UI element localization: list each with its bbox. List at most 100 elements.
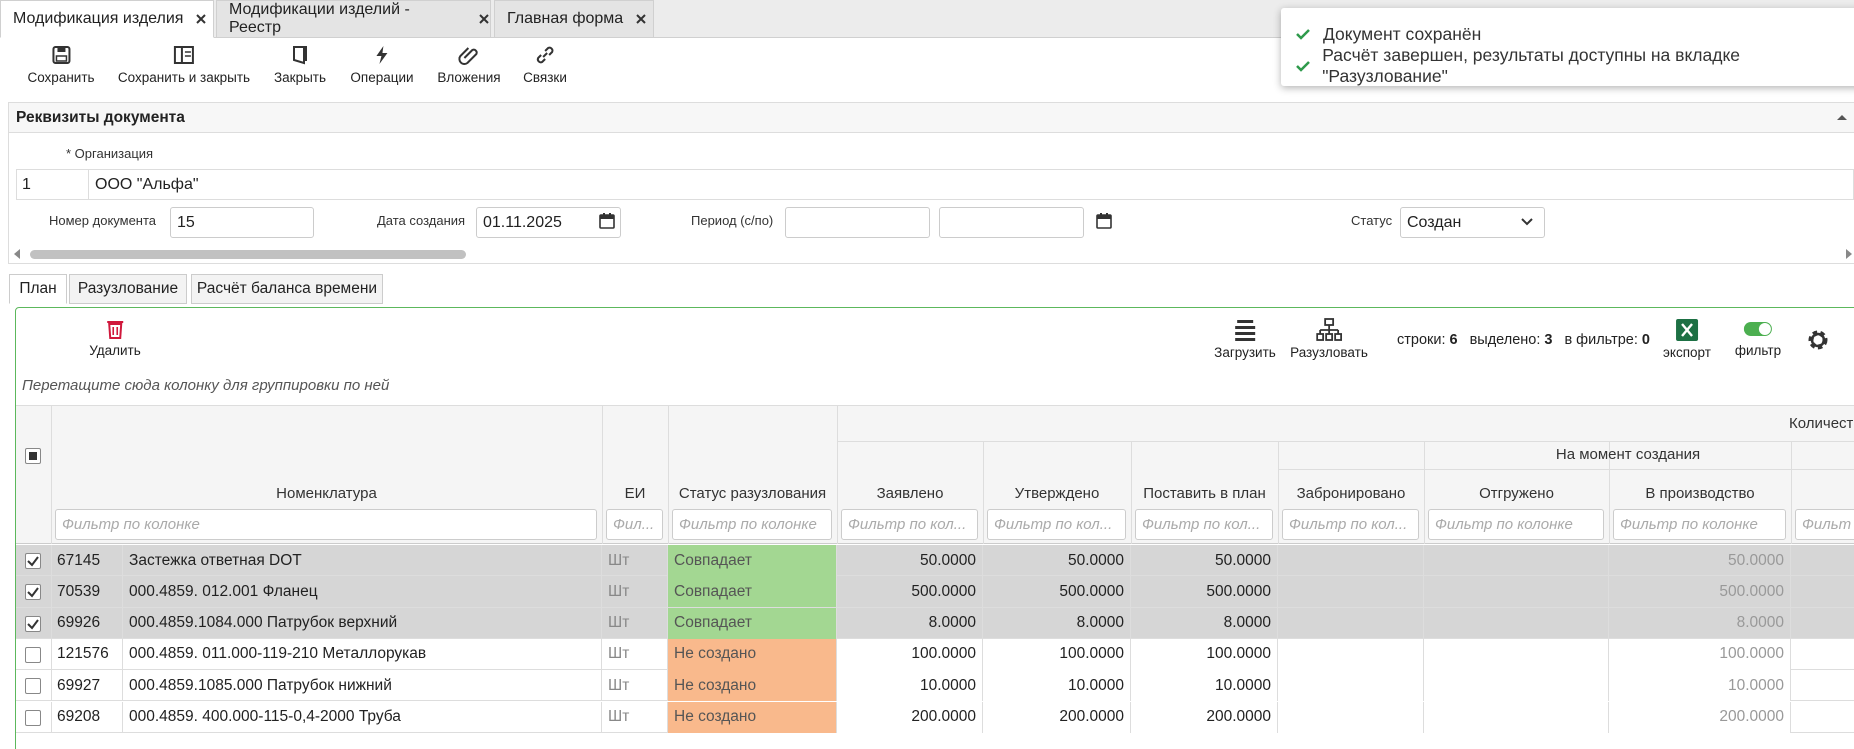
column-filter[interactable]: Фильтр по кол... (987, 509, 1126, 540)
row-code: 69208 (51, 701, 123, 733)
row-unit: Шт (602, 576, 668, 608)
status-select[interactable]: Создан (1400, 207, 1545, 238)
row-status: Совпадает (668, 607, 837, 639)
close-icon[interactable] (478, 13, 490, 25)
inner-tab[interactable]: Расчёт баланса времени (191, 274, 383, 304)
collapse-icon[interactable] (1836, 112, 1848, 122)
check-icon (27, 587, 39, 598)
toolbar-button[interactable]: Операции (350, 44, 414, 85)
grid-line (1278, 441, 1279, 544)
inner-tab[interactable]: План (9, 274, 67, 304)
row-checkbox[interactable] (25, 615, 41, 632)
tab[interactable]: Главная форма (494, 0, 654, 38)
period-to-input[interactable] (939, 207, 1084, 238)
row-value: 200.0000 (1609, 701, 1791, 733)
settings-button[interactable] (1806, 328, 1830, 357)
organization-name: ООО "Альфа" (95, 176, 199, 193)
close-icon[interactable] (635, 13, 647, 25)
row-value (1424, 607, 1609, 639)
tab[interactable]: Модификации изделий - Реестр (216, 0, 491, 38)
icon (1316, 318, 1342, 341)
row-value: 10.0000 (1609, 670, 1791, 702)
row-value: 10.0000 (1131, 670, 1278, 702)
grid-line (602, 405, 603, 544)
check-icon (27, 556, 39, 567)
row-code: 70539 (51, 576, 123, 608)
grid-line (1278, 469, 1854, 470)
row-unit: Шт (602, 670, 668, 702)
grid-button-label: Удалить (89, 343, 141, 358)
icon (1743, 322, 1772, 336)
row-name: 000.4859.1084.000 Патрубок верхний (123, 607, 602, 639)
divider (88, 169, 89, 200)
row-code: 69927 (51, 670, 123, 702)
grid-line (51, 405, 52, 544)
row-code: 67145 (51, 545, 123, 576)
tab-label: Главная форма (507, 10, 624, 27)
row-value: 100.0000 (837, 638, 983, 670)
row-value (1424, 545, 1609, 576)
grid-button[interactable]: фильтр (1735, 318, 1781, 358)
column-filter[interactable]: Фильт (1795, 509, 1854, 540)
row-value: 50.0000 (1609, 545, 1791, 576)
row-checkbox[interactable] (25, 709, 41, 726)
icon (173, 46, 194, 64)
row-value (1278, 701, 1424, 733)
row-checkbox[interactable] (25, 646, 41, 663)
row-value: 10.0000 (983, 670, 1131, 702)
toolbar-button[interactable]: Сохранить (27, 44, 95, 85)
row-checkbox[interactable] (25, 553, 41, 569)
column-filter[interactable]: Фильтр по колонке (672, 509, 832, 540)
scrollbar[interactable] (12, 247, 1854, 261)
row-unit: Шт (602, 545, 668, 576)
row-code: 69926 (51, 607, 123, 639)
icon (52, 46, 70, 64)
grid-button[interactable]: Загрузить (1214, 318, 1276, 360)
inner-tab[interactable]: Разузлование (69, 274, 187, 304)
grid-line (51, 638, 52, 671)
doc-number-input[interactable]: 15 (170, 207, 314, 238)
column-filter[interactable]: Фильтр по колонке (55, 509, 597, 540)
calendar-icon[interactable] (1095, 212, 1113, 230)
close-icon[interactable] (195, 13, 207, 25)
toolbar-button[interactable]: Вложения (437, 44, 501, 85)
grid-button[interactable]: экспорт (1663, 318, 1711, 360)
created-input[interactable]: 01.11.2025 (476, 207, 621, 238)
tab[interactable]: Модификация изделия (0, 0, 214, 38)
row-name: 000.4859.1085.000 Патрубок нижний (123, 670, 602, 702)
column-filter[interactable]: Фил... (606, 509, 663, 540)
header-checkbox[interactable] (25, 448, 41, 464)
grid-button[interactable]: Разузловать (1290, 318, 1368, 360)
column-filter[interactable]: Фильтр по колонке (1428, 509, 1604, 540)
grid-line (668, 405, 669, 544)
row-unit: Шт (602, 638, 668, 670)
column-filter[interactable]: Фильтр по колонке (1613, 509, 1786, 540)
row-checkbox[interactable] (25, 584, 41, 601)
toolbar-button[interactable]: Закрыть (274, 44, 326, 85)
row-value: 8.0000 (983, 607, 1131, 639)
icon (536, 46, 554, 64)
toolbar-label: Сохранить (27, 70, 95, 85)
table-row (16, 545, 1854, 577)
toolbar-button[interactable]: Связки (523, 44, 567, 85)
period-from-input[interactable] (785, 207, 930, 238)
grid-line (51, 670, 52, 702)
column-filter[interactable]: Фильтр по кол... (841, 509, 978, 540)
column-header: Забронировано (1296, 485, 1406, 502)
row-checkbox[interactable] (25, 678, 41, 695)
row-name: 000.4859. 012.001 Фланец (123, 576, 602, 608)
toolbar-button[interactable]: Сохранить и закрыть (118, 44, 250, 85)
row-value (1278, 576, 1424, 608)
row-value: 8.0000 (1131, 607, 1278, 639)
calendar-icon[interactable] (598, 212, 616, 230)
organization-label: * Организация (66, 146, 154, 161)
row-unit: Шт (602, 701, 668, 733)
row-value: 200.0000 (1131, 701, 1278, 733)
column-filter[interactable]: Фильтр по кол... (1135, 509, 1273, 540)
column-filter[interactable]: Фильтр по кол... (1282, 509, 1419, 540)
row-value: 500.0000 (983, 576, 1131, 608)
grid-button[interactable]: Удалить (89, 318, 141, 358)
created-label: Дата создания (377, 213, 466, 228)
grid-button-label: Загрузить (1214, 345, 1276, 360)
